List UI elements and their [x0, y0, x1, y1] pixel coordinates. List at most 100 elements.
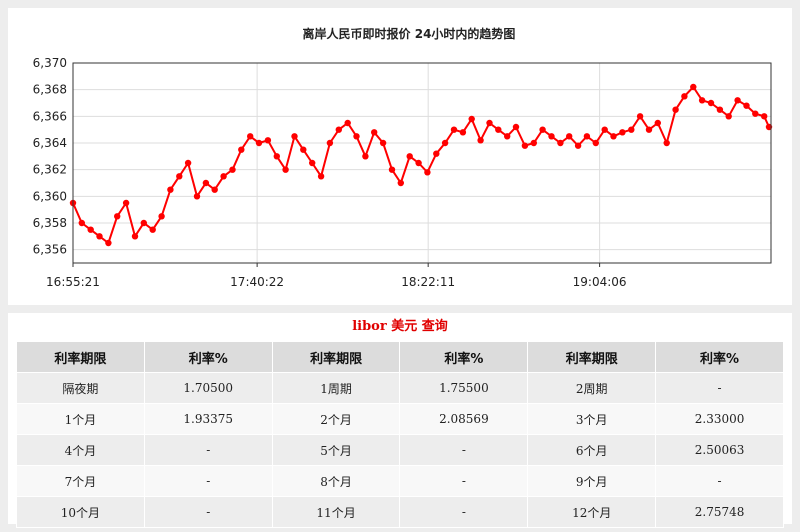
data-point: [388, 166, 396, 173]
data-point: [291, 133, 298, 140]
data-point: [264, 137, 272, 144]
column-header-rate: 利率%: [144, 342, 272, 372]
data-point: [636, 113, 644, 120]
table-row: 隔夜期 1.70500 1周期 1.75500 2周期 -: [17, 373, 783, 403]
data-point: [468, 115, 475, 123]
data-point: [309, 159, 316, 167]
data-point: [734, 97, 741, 104]
libor-rates-table: 利率期限 利率% 利率期限 利率% 利率期限 利率% 隔夜期 1.70500 1…: [16, 341, 784, 528]
data-point: [574, 142, 582, 149]
data-point: [672, 106, 679, 113]
data-point: [752, 110, 759, 117]
y-axis-ticks: 6,356 6,358 6,360 6,362 6,364 6,366 6,368 6,370: [33, 56, 67, 257]
data-point: [96, 233, 103, 240]
data-point: [362, 153, 369, 160]
data-point: [663, 139, 670, 147]
term-cell: 2个月: [272, 404, 400, 434]
data-point: [486, 119, 493, 127]
data-point: [512, 123, 520, 131]
data-point: [105, 239, 112, 247]
data-point: [459, 129, 467, 136]
x-tick-label: 18:22:11: [401, 275, 455, 289]
rate-cell: -: [656, 466, 783, 496]
data-point: [87, 226, 94, 233]
table-row: 4个月 - 5个月 - 6个月 2.50063: [17, 435, 783, 465]
data-point: [220, 173, 227, 180]
data-point: [592, 139, 599, 147]
column-header-term: 利率期限: [528, 342, 656, 372]
data-point: [743, 102, 750, 109]
rate-cell: 1.70500: [144, 373, 272, 403]
data-point: [406, 153, 413, 160]
data-point: [645, 126, 653, 133]
data-point: [149, 226, 156, 233]
y-tick-label: 6,358: [33, 216, 67, 230]
term-cell: 1个月: [17, 404, 144, 434]
table-row: 7个月 - 8个月 - 9个月 -: [17, 466, 783, 496]
libor-rates-panel: libor 美元 查询 利率期限 利率% 利率期限 利率% 利率期限 利率% 隔…: [8, 313, 792, 528]
term-cell: 9个月: [528, 466, 656, 496]
data-point: [317, 173, 325, 180]
data-point: [300, 146, 307, 153]
data-point: [344, 119, 351, 127]
data-point: [202, 179, 210, 187]
data-point: [566, 133, 573, 140]
data-point: [415, 159, 422, 167]
data-point: [158, 213, 165, 220]
table-row: 10个月 - 11个月 - 12个月 2.75748: [17, 497, 783, 527]
data-point: [521, 142, 529, 149]
data-point: [131, 233, 139, 240]
data-point: [184, 159, 192, 167]
data-point: [78, 219, 86, 227]
rate-cell: 2.75748: [656, 497, 783, 527]
data-point: [450, 126, 458, 133]
term-cell: 7个月: [17, 466, 144, 496]
plot-area-border: [72, 62, 772, 264]
rate-cell: -: [400, 435, 528, 465]
rate-cell: 2.08569: [400, 404, 528, 434]
column-header-rate: 利率%: [656, 342, 783, 372]
column-header-term: 利率期限: [17, 342, 144, 372]
data-point: [176, 173, 183, 180]
data-point: [548, 133, 555, 140]
data-point: [583, 133, 591, 140]
rate-cell: -: [400, 497, 528, 527]
rate-cell: -: [144, 466, 272, 496]
term-cell: 10个月: [17, 497, 144, 527]
data-point: [654, 119, 661, 127]
data-point: [247, 133, 254, 140]
term-cell: 6个月: [528, 435, 656, 465]
data-point: [229, 166, 236, 173]
term-cell: 8个月: [272, 466, 400, 496]
data-point: [335, 126, 342, 133]
data-point: [530, 139, 537, 147]
term-cell: 5个月: [272, 435, 400, 465]
y-tick-label: 6,356: [33, 243, 67, 257]
data-point: [725, 113, 732, 120]
rate-cell: -: [144, 497, 272, 527]
data-point: [282, 166, 289, 173]
data-point: [681, 93, 688, 100]
table-row: 1个月 1.93375 2个月 2.08569 3个月 2.33000: [17, 404, 783, 434]
term-cell: 2周期: [528, 373, 656, 403]
y-tick-label: 6,366: [33, 109, 67, 123]
data-point: [433, 150, 440, 157]
data-point: [441, 139, 449, 147]
data-point: [353, 133, 360, 140]
y-tick-label: 6,362: [33, 163, 67, 177]
data-point: [122, 199, 130, 207]
x-axis-ticks: 16:55:21 17:40:22 18:22:11 19:04:06: [46, 263, 627, 289]
term-cell: 1周期: [272, 373, 400, 403]
data-point: [707, 99, 715, 107]
rate-cell: -: [400, 466, 528, 496]
data-point: [619, 129, 626, 136]
data-point: [539, 126, 546, 133]
y-tick-label: 6,370: [33, 56, 67, 70]
data-point: [761, 113, 768, 120]
column-header-rate: 利率%: [400, 342, 528, 372]
column-header-term: 利率期限: [272, 342, 400, 372]
price-series: [69, 83, 773, 247]
term-cell: 3个月: [528, 404, 656, 434]
y-tick-label: 6,360: [33, 189, 67, 203]
data-point: [477, 137, 484, 144]
